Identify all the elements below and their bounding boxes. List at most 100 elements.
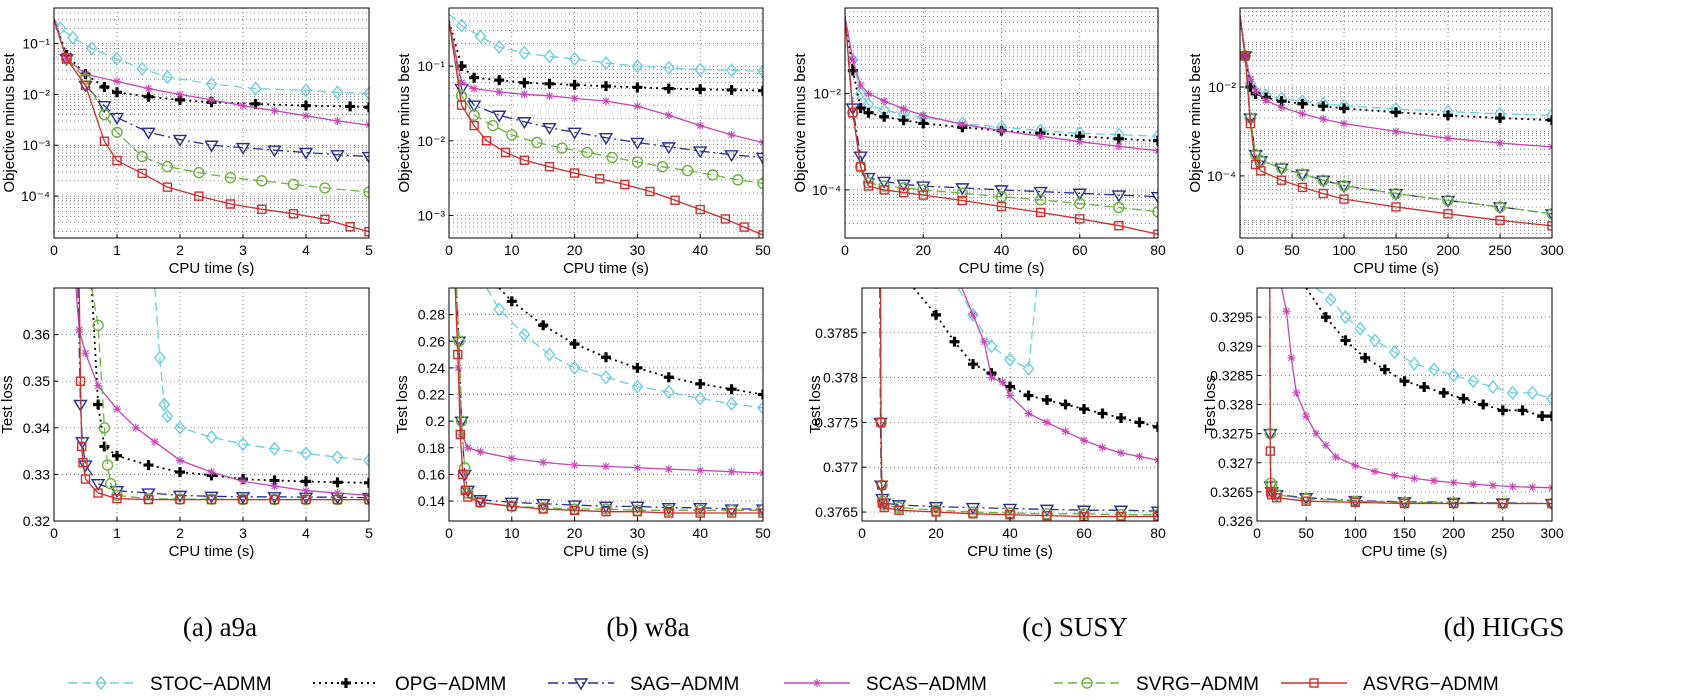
panel-HIGGS-testloss: 0 50 100 150 200 250 300 0.326 0.3265 0.327 0.3275… [1202,287,1564,560]
x-tick-label: 40 [994,242,1010,258]
axes-frame [53,7,370,239]
point-OPG−ADMM [143,91,154,102]
point-ASVRG−ADMM [162,182,173,192]
point-STOC−ADMM [331,85,344,100]
x-tick-label: 50 [755,525,771,541]
point-SAG−ADMM [361,493,369,506]
y-tick-label: 0.14 [418,493,445,509]
point-SVRG−ADMM [111,126,123,138]
point-OPG−ADMM [112,87,122,98]
point-OPG−ADMM [1153,135,1158,146]
point-OPG−ADMM [1438,387,1449,398]
legend-label: SCAS−ADMM [866,674,987,695]
point-ASVRG−ADMM [80,80,91,91]
point-STOC−ADMM [1152,129,1158,144]
point-OPG−ADMM [569,338,580,349]
series-line-ASVRG−ADMM [1269,288,1552,505]
point-ASVRG−ADMM [595,174,605,184]
series-line-SVRG−ADMM [455,288,763,511]
point-ASVRG−ADMM [1498,498,1508,509]
point-ASVRG−ADMM [918,190,928,200]
point-SCAS−ADMM [239,477,247,486]
point-ASVRG−ADMM [175,494,185,505]
plot-area [449,8,763,238]
point-OPG−ADMM [1023,390,1034,401]
point-SCAS−ADMM [302,111,310,120]
point-OPG−ADMM [1379,364,1390,375]
point-SCAS−ADMM [1444,134,1452,143]
point-SCAS−ADMM [664,111,673,120]
point-SCAS−ADMM [899,104,908,113]
point-STOC−ADMM [1467,374,1480,389]
point-SCAS−ADMM [507,454,516,463]
point-SVRG−ADMM [581,146,593,159]
point-SVRG−ADMM [161,160,174,173]
point-SCAS−ADMM [980,337,989,346]
point-SCAS−ADMM [987,373,996,382]
point-OPG−ADMM [1097,408,1108,419]
point-SVRG−ADMM [854,161,867,173]
point-SCAS−ADMM [1390,471,1399,480]
point-SCAS−ADMM [1371,467,1379,476]
point-SVRG−ADMM [98,422,111,434]
point-ASVRG−ADMM [458,469,468,480]
point-ASVRG−ADMM [1256,166,1266,176]
point-SVRG−ADMM [256,175,268,187]
y-axis-label: Objective minus best [1187,53,1204,193]
point-SCAS−ADMM [856,81,865,90]
point-ASVRG−ADMM [1399,498,1410,509]
grid [54,288,369,521]
point-OPG−ADMM [301,476,311,487]
point-STOC−ADMM [967,307,979,322]
point-SCAS−ADMM [727,467,736,476]
x-tick-label: 50 [755,242,771,258]
y-tick-label: 0.3775 [815,414,858,430]
point-SAG−ADMM [1111,190,1127,203]
point-SVRG−ADMM [956,187,969,199]
point-STOC−ADMM [300,446,312,461]
series-line-ASVRG−ADMM [78,288,369,501]
point-OPG−ADMM [332,477,343,488]
point-ASVRG−ADMM [507,501,517,512]
point-STOC−ADMM [600,55,612,71]
series-line-ASVRG−ADMM [845,16,1158,235]
point-SCAS−ADMM [1114,142,1123,151]
point-SVRG−ADMM [878,499,890,511]
point-SVRG−ADMM [1442,194,1454,207]
x-tick-label: 0 [50,525,58,541]
series-line-SVRG−ADMM [845,16,1158,213]
point-OPG−ADMM [601,81,611,92]
point-STOC−ADMM [237,437,249,452]
series-group [449,13,763,238]
legend-label: SVRG−ADMM [1136,674,1259,695]
point-ASVRG−ADMM [898,187,909,198]
legend-label: ASVRG−ADMM [1363,674,1499,695]
point-ASVRG−ADMM [569,168,580,178]
point-OPG−ADMM [1497,405,1508,416]
point-SCAS−ADMM [520,90,529,99]
point-SAG−ADMM [1544,498,1552,511]
point-SAG−ADMM [755,152,763,165]
y-tick-label: 10⁻¹ [22,36,50,52]
point-ASVRG−ADMM [1267,490,1277,500]
point-SVRG−ADMM [757,504,763,517]
point-ASVRG−ADMM [879,185,889,195]
point-SVRG−ADMM [707,169,719,181]
point-SCAS−ADMM [864,89,873,98]
point-STOC−ADMM [363,86,369,101]
point-STOC−ADMM [300,83,312,98]
point-OPG−ADMM [1478,399,1489,410]
point-ASVRG−ADMM [137,168,147,179]
caption-w8a: (b) w8a [606,612,689,642]
point-SVRG−ADMM [556,142,568,154]
legend-marker [95,675,107,691]
point-STOC−ADMM [455,18,468,33]
point-SAG−ADMM [492,110,507,123]
point-STOC−ADMM [854,86,867,101]
point-SVRG−ADMM [732,174,744,186]
point-STOC−ADMM [543,49,556,64]
series-line-SAG−ADMM [455,288,763,510]
point-SAG−ADMM [1544,209,1552,222]
point-OPG−ADMM [663,372,674,383]
point-SVRG−ADMM [694,504,706,517]
